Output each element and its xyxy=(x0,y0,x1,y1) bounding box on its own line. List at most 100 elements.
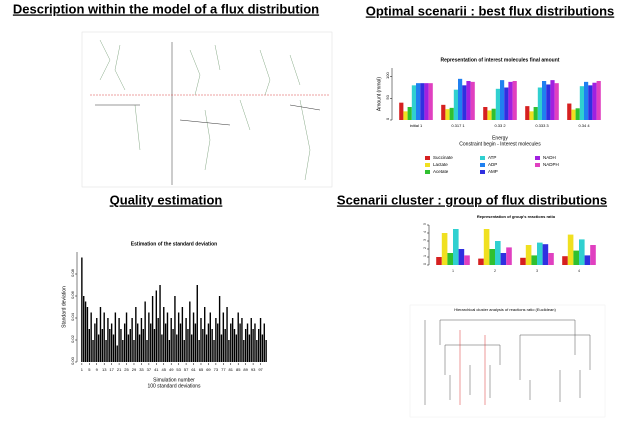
y-tick-label: 0.00 xyxy=(70,356,75,365)
y-tick-label: 1 xyxy=(423,255,427,257)
bar xyxy=(436,257,442,265)
bar xyxy=(525,245,532,265)
bar xyxy=(542,244,549,265)
bar xyxy=(508,81,513,120)
bar xyxy=(261,334,264,362)
x-tick-label: 2 xyxy=(494,269,496,273)
bar xyxy=(403,111,408,120)
bar xyxy=(567,234,574,265)
chart-note: 100 standard deviations xyxy=(147,383,201,389)
legend-swatch xyxy=(535,163,540,167)
bar xyxy=(495,241,501,265)
x-tick-label: 69 xyxy=(206,367,211,372)
bar xyxy=(571,109,576,120)
bar xyxy=(179,323,182,362)
bar xyxy=(458,249,465,265)
legend-label: Lactate xyxy=(433,162,448,167)
legend-swatch xyxy=(425,170,430,174)
bar xyxy=(458,78,463,120)
y-tick-label: 2 xyxy=(423,247,427,249)
x-tick-label: 37 xyxy=(147,367,152,372)
bar xyxy=(233,329,236,362)
chart-title: Representation of group's reactions rati… xyxy=(477,214,556,219)
bar xyxy=(150,323,152,362)
x-tick-label: initial 1 xyxy=(410,123,423,128)
x-tick-label: 0.33 2 xyxy=(494,123,506,128)
x-tick-label: 0.34 4 xyxy=(578,123,590,128)
y-tick-label: 50 xyxy=(385,94,390,99)
bar xyxy=(542,81,547,120)
x-tick-label: 41 xyxy=(154,367,159,372)
bar xyxy=(103,312,105,362)
chart-title: Estimation of the standard deviation xyxy=(131,241,217,247)
bar xyxy=(525,106,530,120)
bar xyxy=(114,312,117,362)
bar xyxy=(241,318,243,362)
bar xyxy=(211,329,213,362)
bar xyxy=(129,329,131,362)
x-tick-label: 45 xyxy=(162,367,167,372)
legend-label: ATP xyxy=(488,155,496,160)
bar xyxy=(218,296,221,362)
bar xyxy=(428,83,433,120)
bar xyxy=(411,85,416,120)
bar xyxy=(462,85,467,120)
bar xyxy=(170,318,172,362)
bar xyxy=(590,245,596,265)
bar xyxy=(596,81,601,120)
bar xyxy=(520,257,526,265)
bar xyxy=(118,318,120,362)
bar xyxy=(263,323,265,362)
chart-title: Representation of interest molecules fin… xyxy=(441,57,560,63)
x-tick-label: 21 xyxy=(117,367,122,372)
bar xyxy=(109,329,111,362)
bar xyxy=(416,83,421,120)
y-tick-label: 4 xyxy=(423,231,427,233)
bar xyxy=(176,334,178,362)
bar xyxy=(537,242,543,265)
bar xyxy=(506,247,512,265)
bar xyxy=(135,307,137,362)
bar xyxy=(166,312,169,362)
bar xyxy=(207,323,210,362)
bar xyxy=(250,318,252,362)
bar xyxy=(546,84,551,120)
bar xyxy=(138,334,141,362)
bar xyxy=(159,285,161,362)
bar xyxy=(470,81,475,120)
bar xyxy=(181,307,184,362)
bar xyxy=(399,102,404,120)
legend-label: Succinate xyxy=(433,155,453,160)
bar xyxy=(142,329,144,362)
bar xyxy=(487,110,492,120)
bar xyxy=(220,334,223,362)
bar xyxy=(537,87,542,120)
bar xyxy=(202,329,204,362)
bar xyxy=(584,81,589,120)
bar xyxy=(533,107,538,120)
x-tick-label: 65 xyxy=(199,367,204,372)
bar xyxy=(575,108,580,120)
bar xyxy=(453,89,458,120)
bar xyxy=(189,301,191,362)
legend-swatch xyxy=(480,163,485,167)
x-tick-label: 85 xyxy=(236,367,241,372)
bar xyxy=(478,258,484,265)
bar xyxy=(86,307,89,362)
bar xyxy=(155,290,158,362)
bar xyxy=(209,312,211,362)
x-tick-label: 77 xyxy=(221,367,226,372)
bar xyxy=(120,329,122,362)
bar xyxy=(231,318,234,362)
x-tick-label: 13 xyxy=(102,367,107,372)
bar xyxy=(110,323,113,362)
bar xyxy=(146,340,148,362)
bar xyxy=(579,239,585,265)
x-tick-label: 5 xyxy=(88,367,91,372)
bar xyxy=(174,296,176,362)
panel-title: Quality estimation xyxy=(110,192,223,207)
bar xyxy=(453,229,459,265)
bar xyxy=(204,307,206,362)
